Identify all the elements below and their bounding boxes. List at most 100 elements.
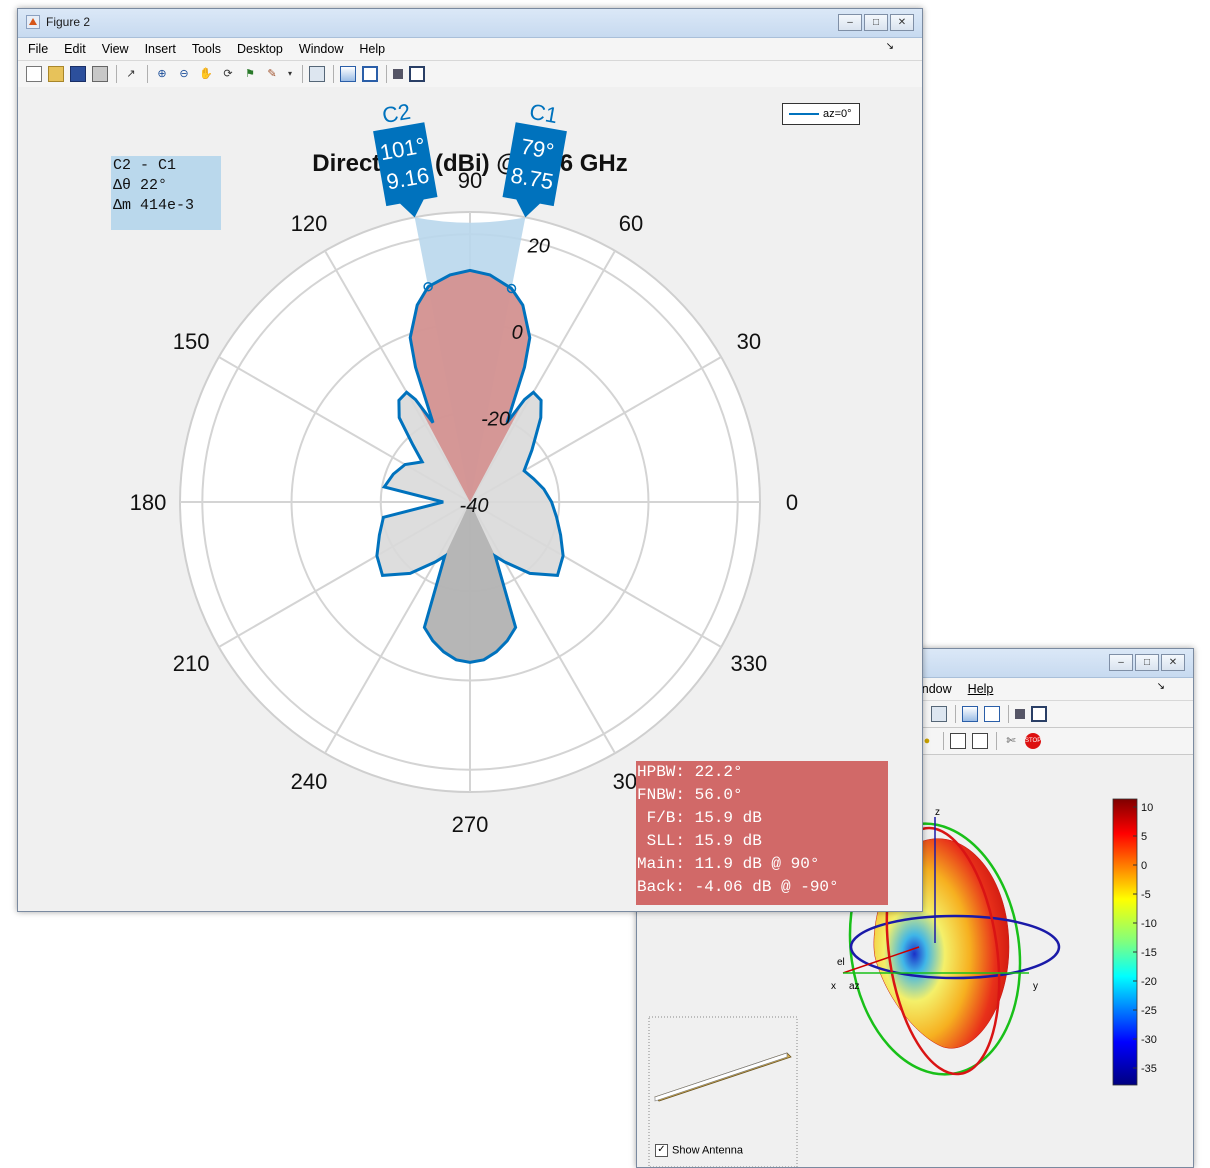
cut-icon[interactable]: ✄ (1006, 735, 1016, 747)
elevation-ring-red (885, 826, 1001, 1076)
show-plot-tools-icon[interactable] (409, 66, 425, 82)
cursor-delta-readout[interactable]: C2 - C1 Δθ 22° Δm 414e-3 (111, 156, 221, 230)
cursor-flag-shape (373, 122, 438, 218)
delta-line-magnitude: Δm 414e-3 (113, 197, 195, 214)
legend-icon[interactable] (362, 66, 378, 82)
colorbar[interactable] (1112, 798, 1138, 1086)
menu-insert[interactable]: Insert (144, 42, 176, 56)
print-preview-icon[interactable] (931, 706, 947, 722)
cursor-name-label: C2 (380, 99, 412, 129)
show-plot-tools-icon[interactable] (1031, 706, 1047, 722)
cursor-point[interactable] (423, 281, 433, 292)
angle-tick-label: 120 (291, 211, 328, 236)
main-lobe-shading (410, 270, 530, 502)
dock-arrow-icon[interactable]: ↘ (1156, 681, 1165, 692)
figure2-title: Figure 2 (46, 15, 91, 29)
menu-tools[interactable]: Tools (191, 42, 222, 56)
colorbar-tick-label: 0 (1141, 860, 1147, 872)
y-axis-label: y (1033, 981, 1038, 992)
cursor-name-label: C1 (528, 99, 560, 129)
show-antenna-checkbox[interactable]: ✓ Show Antenna (655, 1144, 743, 1157)
menu-window[interactable]: indow (919, 682, 952, 696)
box-icon[interactable] (950, 733, 966, 749)
maximize-icon[interactable]: □ (864, 14, 888, 31)
save-icon[interactable] (70, 66, 86, 82)
menu-help[interactable]: Help (359, 42, 386, 56)
colorbar-icon[interactable] (340, 66, 356, 82)
colorbar-icon[interactable] (962, 706, 978, 722)
light-icon[interactable]: ● (923, 735, 931, 747)
pan-hand-icon[interactable]: ✋ (199, 68, 213, 80)
menu-edit[interactable]: Edit (64, 42, 86, 56)
link-plot-icon[interactable] (309, 66, 325, 82)
stop-icon[interactable]: STOP (1025, 733, 1041, 749)
colorbar-tick-label: -10 (1141, 918, 1157, 930)
antenna-inset-frame (648, 1016, 798, 1167)
menu-desktop[interactable]: Desktop (237, 42, 283, 56)
view-icon[interactable] (972, 733, 988, 749)
menu-window[interactable]: Window (298, 42, 344, 56)
antenna-metrics-panel[interactable]: HPBW: 22.2° FNBW: 56.0° F/B: 15.9 dB SLL… (636, 761, 888, 905)
radiation-pattern-3d[interactable]: z x y el az 10 5 0 -5 -10 -15 -20 -25 -30 -35 (637, 757, 1193, 1167)
brush-icon[interactable]: ✎ (267, 68, 277, 80)
angle-tick-label: 270 (452, 812, 489, 837)
hide-plot-tools-icon[interactable] (393, 69, 403, 79)
maximize-icon[interactable]: □ (1135, 654, 1159, 671)
cursor-flag-shape (502, 122, 567, 218)
pattern-line[interactable] (375, 268, 565, 664)
hide-plot-tools-icon[interactable] (1015, 709, 1025, 719)
angle-tick-label: 30 (737, 329, 761, 354)
colorbar-tick-label: -20 (1141, 976, 1157, 988)
legend-line-swatch (789, 113, 819, 115)
checkbox-checked-icon[interactable]: ✓ (655, 1144, 668, 1157)
new-figure-icon[interactable] (26, 66, 42, 82)
figure3-window-controls: – □ ✕ (1107, 654, 1185, 671)
cursor-angle-label: 79° (519, 134, 556, 164)
close-icon[interactable]: ✕ (890, 14, 914, 31)
chart-title: Directivity (dBi) @ 2.66 GHz (312, 150, 627, 177)
rotate-3d-icon[interactable]: ⟳ (223, 68, 233, 80)
zoom-out-icon[interactable]: ⊖ (179, 68, 189, 80)
minimize-icon[interactable]: – (1109, 654, 1133, 671)
menu-help[interactable]: Help (967, 682, 994, 696)
minimize-icon[interactable]: – (838, 14, 862, 31)
menu-view[interactable]: View (101, 42, 129, 56)
figure2-window-controls: – □ ✕ (836, 14, 914, 31)
edit-plot-arrow-icon[interactable]: ↗ (126, 68, 136, 80)
zoom-in-icon[interactable]: ⊕ (157, 68, 167, 80)
colorbar-tick-label: -35 (1141, 1063, 1157, 1075)
angle-tick-label: 0 (786, 490, 798, 515)
colorbar-tick-label: 10 (1141, 802, 1153, 814)
colorbar-tick-label: -25 (1141, 1005, 1157, 1017)
legend-entry-label: az=0° (823, 108, 852, 120)
matlab-logo-icon (26, 15, 40, 29)
colorbar-tick-label: -30 (1141, 1034, 1157, 1046)
legend-icon[interactable] (984, 706, 1000, 722)
figure2-plot-area[interactable]: -40 -20 0 20 0 30 60 90 120 150 180 210 240 270 300 33… (18, 87, 922, 911)
dock-arrow-icon[interactable]: ↘ (885, 41, 894, 52)
data-cursor-icon[interactable]: ⚑ (245, 68, 255, 80)
angle-tick-label: 90 (458, 168, 482, 193)
menu-file[interactable]: File (28, 42, 49, 56)
radial-tick-label: -20 (481, 408, 510, 430)
colorbar-tick-label: 5 (1141, 831, 1147, 843)
cursor-point[interactable] (506, 283, 517, 294)
close-icon[interactable]: ✕ (1161, 654, 1185, 671)
figure2-window[interactable]: Figure 2 – □ ✕ File Edit View Insert Too… (17, 8, 923, 912)
open-file-icon[interactable] (48, 66, 64, 82)
back-lobe-shading (424, 502, 516, 663)
azimuth-ring-blue (849, 914, 1061, 980)
angle-tick-label: 240 (291, 769, 328, 794)
legend[interactable]: az=0° (782, 103, 860, 125)
brush-dropdown-icon[interactable]: ▾ (287, 69, 292, 78)
print-icon[interactable] (92, 66, 108, 82)
figure2-titlebar[interactable]: Figure 2 – □ ✕ (18, 9, 922, 38)
delta-line-angle: Δθ 22° (113, 177, 168, 194)
radial-tick-label: 0 (512, 322, 523, 344)
colorbar-tick-label: -15 (1141, 947, 1157, 959)
